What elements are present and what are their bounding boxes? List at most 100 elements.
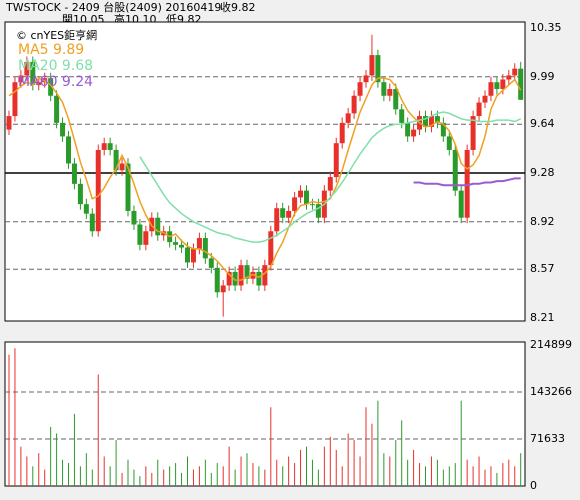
candle-body (185, 247, 190, 263)
candle-body (304, 190, 309, 205)
candle-body (345, 113, 351, 123)
candle-body (434, 116, 440, 123)
ma-line (139, 111, 522, 243)
candle-body (77, 183, 83, 205)
y-tick-label: 0 (530, 479, 537, 492)
y-tick-label: 9.64 (530, 117, 555, 130)
candle-body (268, 231, 274, 266)
candle-body (107, 143, 113, 150)
candle-body (405, 122, 411, 137)
candle-body (411, 129, 417, 137)
candle-body (113, 149, 119, 171)
candle-body (500, 79, 506, 89)
candle-body (387, 88, 393, 96)
candle-body (512, 68, 518, 76)
candle-body (95, 149, 101, 232)
legend-label: MA5 9.89 (18, 42, 84, 58)
candle-body (381, 82, 387, 96)
y-tick-label: 9.28 (530, 166, 555, 179)
candle-body (274, 208, 280, 232)
candle-body (244, 265, 250, 279)
candle-body (220, 285, 226, 293)
source-label: © cnYES鉅亨網 (16, 28, 97, 42)
candle-body (464, 149, 470, 218)
candle-body (226, 271, 232, 286)
candle-body (119, 163, 125, 171)
candle-body (280, 208, 286, 218)
candle-body (309, 204, 315, 206)
candle-body (214, 267, 220, 293)
candle-body (363, 75, 369, 83)
candle-body (190, 248, 196, 263)
candle-body (202, 238, 208, 259)
candle-body (36, 82, 42, 85)
ma-line (8, 77, 522, 281)
candle-body (6, 116, 12, 130)
candle-body (399, 109, 405, 123)
candle-body (298, 190, 304, 198)
candle-body (452, 149, 458, 191)
candle-body (30, 61, 36, 85)
candle-body (393, 88, 399, 110)
legend-label: MA60 9.24 (18, 74, 93, 90)
y-tick-label: 9.99 (530, 70, 555, 83)
candle-body (262, 265, 268, 286)
candle-body (518, 68, 524, 100)
candle-body (482, 95, 488, 103)
candle-body (238, 265, 244, 286)
candle-body (488, 82, 494, 96)
candle-body (101, 143, 107, 150)
candle-body (83, 204, 89, 214)
candle-body (339, 122, 345, 144)
candle-body (18, 75, 24, 83)
y-tick-label: 8.57 (530, 262, 555, 275)
candle-body (173, 242, 179, 245)
y-tick-label: 214899 (530, 338, 572, 351)
y-tick-label: 71633 (530, 432, 565, 445)
candle-body (286, 210, 292, 218)
y-tick-label: 10.35 (530, 21, 562, 34)
candle-body (315, 204, 321, 218)
candle-body (256, 271, 262, 286)
candle-body (232, 271, 238, 286)
candle-body (292, 197, 298, 211)
candle-body (440, 122, 446, 137)
candle-body (71, 163, 77, 184)
candle-body (333, 143, 339, 178)
candle-body (458, 190, 464, 218)
candle-body (476, 102, 482, 117)
candle-body (131, 210, 137, 225)
candle-body (351, 95, 357, 114)
candle-body (155, 217, 161, 236)
candle-body (369, 55, 375, 76)
candle-body (470, 116, 476, 150)
candle-body (66, 136, 71, 164)
candle-body (357, 82, 363, 96)
candle-body (494, 82, 500, 89)
header-title: TWSTOCK - 2409 台股(2409) 20160419 (5, 0, 221, 14)
candle-body (24, 61, 30, 76)
y-tick-label: 8.21 (530, 311, 555, 324)
y-tick-label: 143266 (530, 385, 572, 398)
candle-body (179, 244, 185, 248)
candle-body (327, 177, 333, 191)
candle-body (423, 116, 428, 127)
candle-body (89, 213, 95, 232)
ma-line (413, 177, 521, 187)
candle-body (428, 116, 434, 127)
candle-body (196, 238, 202, 249)
candle-body (143, 231, 149, 245)
candle-body (137, 224, 143, 245)
candle-body (48, 78, 54, 96)
candle-body (446, 136, 452, 150)
candle-body (375, 55, 381, 83)
candle-body (54, 95, 60, 123)
volume-panel (4, 341, 526, 487)
y-tick-label: 8.92 (530, 215, 555, 228)
header-close: 收9.82 (220, 0, 256, 14)
legend-label: MA20 9.68 (18, 58, 93, 74)
candle-body (506, 75, 512, 80)
candle-body (12, 82, 18, 117)
candle-body (208, 258, 214, 268)
